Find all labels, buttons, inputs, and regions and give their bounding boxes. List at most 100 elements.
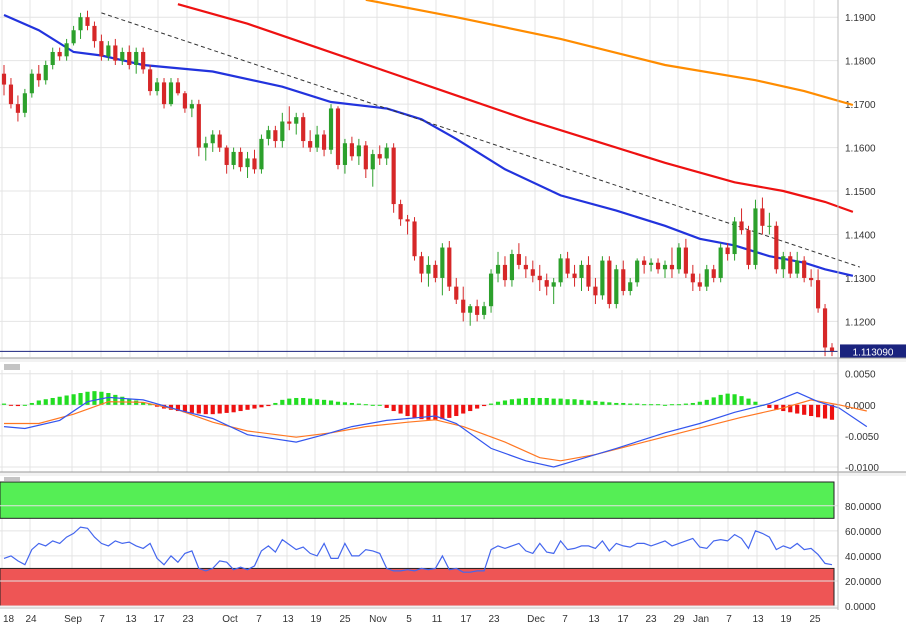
macd-histogram-bar xyxy=(676,404,682,406)
macd-histogram-bar xyxy=(809,404,814,417)
candle-body xyxy=(593,286,598,296)
x-axis-tick-label: 18 xyxy=(3,614,15,625)
macd-histogram-bar xyxy=(1,403,7,405)
candle-body xyxy=(774,225,779,270)
candle-body xyxy=(161,82,167,105)
moving-average-line xyxy=(3,13,854,277)
macd-histogram-bar xyxy=(488,403,494,405)
macd-histogram-bar xyxy=(377,404,382,406)
price-axis-tick-label: 1.1400 xyxy=(845,230,876,241)
price-axis-tick-label: 1.1700 xyxy=(845,100,876,111)
pane-separator[interactable] xyxy=(0,358,906,362)
candle-body xyxy=(259,138,264,170)
macd-histogram-bar xyxy=(71,394,76,405)
macd-histogram-bar xyxy=(384,404,389,408)
candle-body xyxy=(649,262,654,265)
candle-body xyxy=(127,51,132,66)
macd-histogram-bar xyxy=(774,404,779,410)
pane-separator[interactable] xyxy=(0,472,906,476)
candle-body xyxy=(760,208,765,226)
x-axis-tick-label: 7 xyxy=(99,614,105,625)
candle-body xyxy=(488,273,494,307)
macd-histogram-bar xyxy=(655,404,661,406)
macd-histogram-bar xyxy=(565,399,570,405)
candle-body xyxy=(377,154,382,159)
macd-histogram-bar xyxy=(141,402,146,405)
candle-body xyxy=(210,134,215,144)
moving-average-line xyxy=(177,3,854,213)
candle-body xyxy=(134,51,139,66)
x-axis-tick-label: Oct xyxy=(222,614,238,625)
candle-body xyxy=(433,264,438,278)
macd-histogram-bar xyxy=(266,404,271,407)
candle-body xyxy=(461,299,466,313)
candle-body xyxy=(600,260,605,296)
candle-body xyxy=(238,151,243,168)
candle-body xyxy=(203,143,208,148)
x-axis-tick-label: 13 xyxy=(282,614,294,625)
candle-body xyxy=(231,151,236,165)
candle-body xyxy=(753,208,758,265)
macd-histogram-bar xyxy=(732,394,737,405)
candle-body xyxy=(523,264,528,270)
candle-body xyxy=(475,306,480,315)
macd-histogram-bar xyxy=(335,401,341,405)
macd-histogram-bar xyxy=(802,404,807,415)
macd-histogram-bar xyxy=(15,404,21,407)
candle-body xyxy=(287,121,292,124)
macd-histogram-bar xyxy=(231,404,236,413)
price-axis-tick-label: 1.1900 xyxy=(845,13,876,24)
price-axis-tick-label: 1.1600 xyxy=(845,144,876,155)
rsi-axis-tick-label: 40.0000 xyxy=(845,552,882,563)
candle-body xyxy=(419,256,424,274)
candle-body xyxy=(120,51,125,61)
candle-body xyxy=(579,264,584,278)
candle-body xyxy=(683,247,688,274)
x-axis-tick-label: Dec xyxy=(527,614,545,625)
macd-histogram-bar xyxy=(182,404,187,413)
candle-body xyxy=(558,258,563,283)
candle-body xyxy=(71,30,76,44)
candle-body xyxy=(426,264,431,274)
candle-body xyxy=(99,41,104,57)
candle-body xyxy=(565,258,570,274)
macd-histogram-bar xyxy=(349,402,354,405)
macd-histogram-bar xyxy=(217,404,222,414)
x-axis-tick-label: 23 xyxy=(645,614,657,625)
macd-histogram-bar xyxy=(245,404,250,410)
candle-body xyxy=(551,282,556,287)
macd-axis-tick-label: -0.0050 xyxy=(845,432,879,443)
macd-histogram-bar xyxy=(78,393,83,405)
macd-histogram-bar xyxy=(92,391,97,405)
macd-histogram-bar xyxy=(321,399,327,405)
macd-histogram-bar xyxy=(621,402,626,405)
candle-body xyxy=(335,108,341,165)
macd-histogram-bar xyxy=(475,404,480,409)
macd-histogram-bar xyxy=(148,404,153,406)
candle-body xyxy=(175,82,181,94)
candle-body xyxy=(468,306,473,313)
x-axis-tick-label: Sep xyxy=(64,614,82,625)
macd-histogram-bar xyxy=(64,395,69,405)
candle-body xyxy=(795,260,800,274)
candle-body xyxy=(829,347,835,352)
candle-body xyxy=(363,145,368,170)
candle-body xyxy=(454,286,459,300)
rsi-axis-tick-label: 80.0000 xyxy=(845,502,882,513)
candle-body xyxy=(440,247,445,278)
x-axis-tick-label: Nov xyxy=(369,614,387,625)
candle-body xyxy=(50,51,55,66)
candle-body xyxy=(113,45,118,61)
macd-histogram-bar xyxy=(649,404,654,406)
macd-histogram-bar xyxy=(635,403,640,405)
macd-histogram-bar xyxy=(57,396,62,405)
candle-body xyxy=(266,130,271,139)
x-axis-tick-label: 23 xyxy=(182,614,194,625)
rsi-axis-tick-label: 20.0000 xyxy=(845,577,882,588)
macd-axis-tick-label: 0.0000 xyxy=(845,401,876,412)
macd-histogram-bar xyxy=(461,404,466,414)
macd-histogram-bar xyxy=(196,404,201,414)
candle-body xyxy=(516,254,521,265)
candle-body xyxy=(739,221,744,231)
